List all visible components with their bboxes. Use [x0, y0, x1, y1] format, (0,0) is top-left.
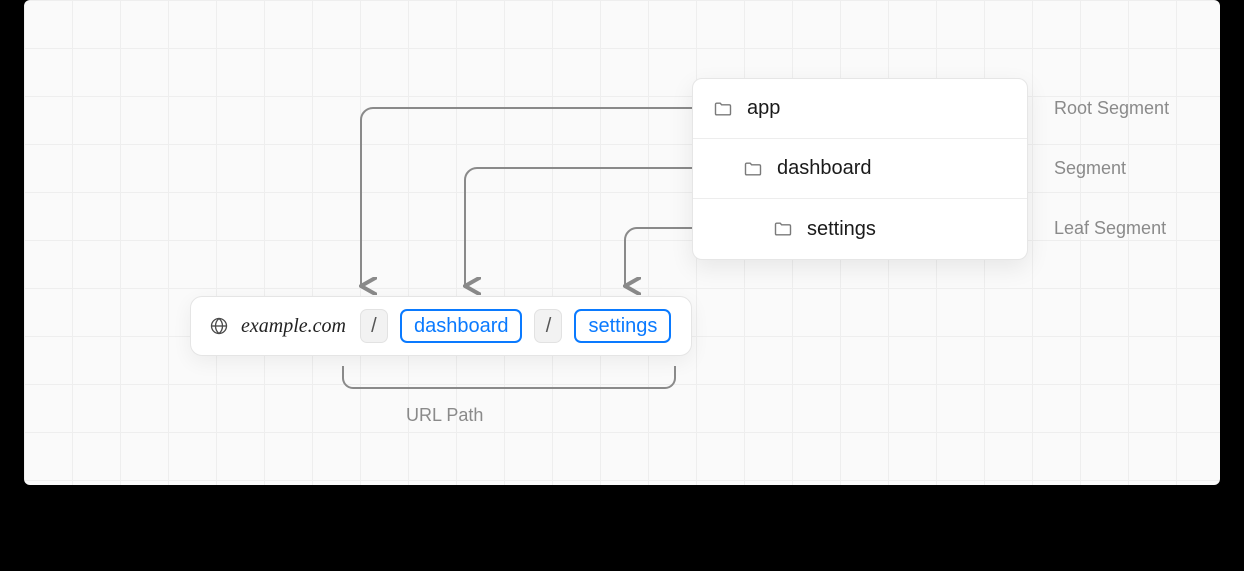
- file-tree-row: dashboard: [693, 139, 1027, 199]
- file-tree-row-name: settings: [807, 218, 876, 241]
- file-tree-row-name: app: [747, 97, 780, 120]
- file-tree-row: app: [693, 79, 1027, 139]
- segment-type-label: Segment: [1054, 158, 1126, 179]
- url-bar: example.com / dashboard / settings: [190, 296, 692, 356]
- urlpath-bracket: [342, 365, 676, 391]
- url-domain: example.com: [241, 315, 346, 338]
- arrows-layer: [24, 0, 1220, 485]
- path-segment-chip: settings: [574, 309, 671, 343]
- urlpath-label: URL Path: [406, 405, 483, 426]
- path-separator: /: [534, 309, 562, 343]
- path-segment-chip: dashboard: [400, 309, 523, 343]
- segment-type-label: Leaf Segment: [1054, 218, 1166, 239]
- folder-icon: [713, 99, 733, 119]
- connector-arrow: [361, 108, 692, 286]
- file-tree-row: settings: [693, 199, 1027, 259]
- connector-arrow: [625, 228, 692, 286]
- file-tree-row-name: dashboard: [777, 157, 872, 180]
- folder-icon: [743, 159, 763, 179]
- diagram-canvas: app dashboard settings Root Segment Segme…: [24, 0, 1220, 485]
- folder-icon: [773, 219, 793, 239]
- path-separator: /: [360, 309, 388, 343]
- segment-type-label: Root Segment: [1054, 98, 1169, 119]
- file-tree: app dashboard settings: [692, 78, 1028, 260]
- globe-icon: [209, 316, 229, 336]
- connector-arrow: [465, 168, 692, 286]
